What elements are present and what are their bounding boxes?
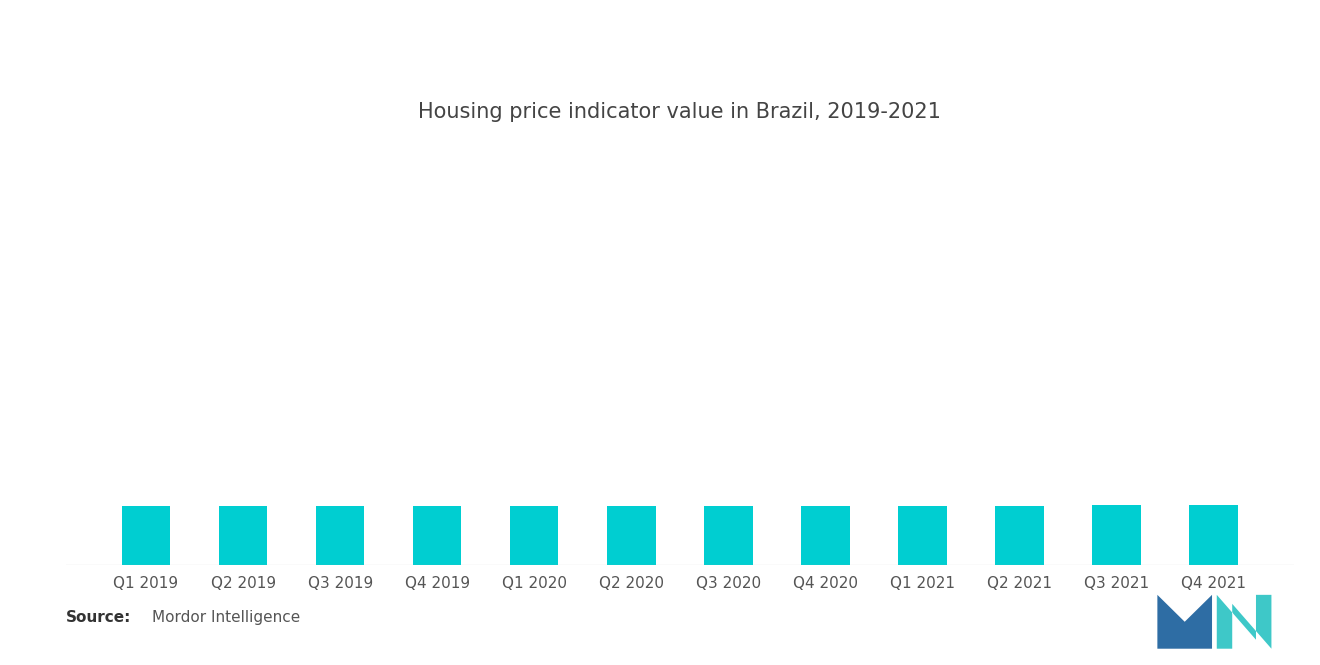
Bar xyxy=(1189,505,1238,565)
Bar xyxy=(510,506,558,565)
Text: Mordor Intelligence: Mordor Intelligence xyxy=(152,610,300,625)
Text: Source:: Source: xyxy=(66,610,132,625)
Bar xyxy=(413,506,462,565)
Bar xyxy=(219,506,268,565)
Bar xyxy=(995,505,1044,565)
Bar xyxy=(1092,505,1140,565)
Polygon shape xyxy=(1217,595,1271,649)
Bar xyxy=(898,506,946,565)
Title: Housing price indicator value in Brazil, 2019-2021: Housing price indicator value in Brazil,… xyxy=(418,102,941,122)
Bar xyxy=(315,506,364,565)
Bar xyxy=(607,506,656,565)
Polygon shape xyxy=(1158,595,1212,649)
Bar xyxy=(121,506,170,565)
Bar xyxy=(801,505,850,565)
Bar xyxy=(704,506,752,565)
